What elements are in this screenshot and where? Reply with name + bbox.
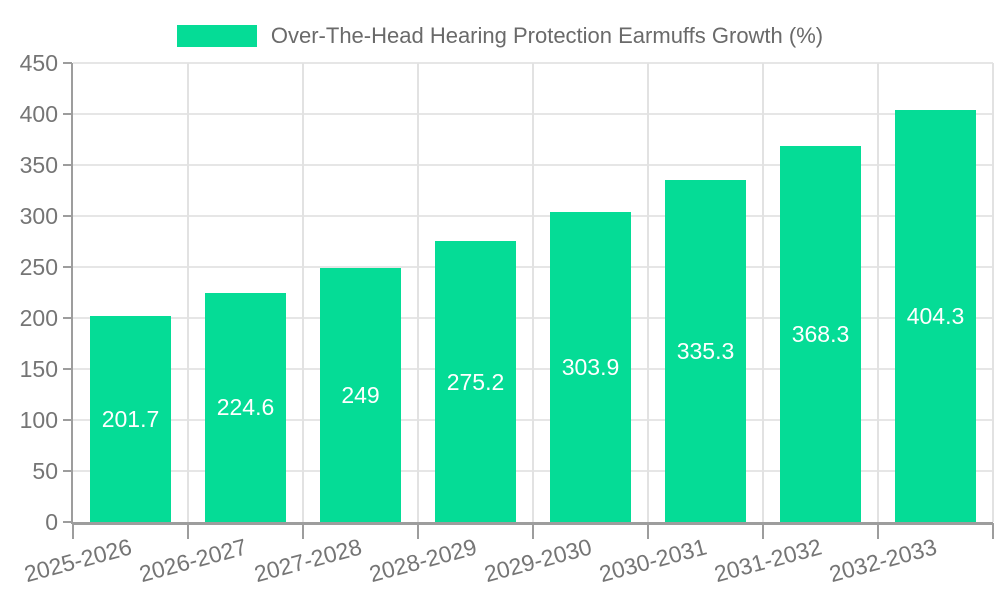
bar[interactable] (320, 268, 401, 522)
gridline-vertical (187, 63, 189, 522)
bar[interactable] (780, 146, 861, 522)
bar[interactable] (895, 109, 976, 522)
x-axis-label: 2031-2032 (710, 533, 824, 588)
y-axis-tick (63, 368, 72, 370)
y-axis-tick-label: 100 (19, 407, 58, 433)
x-axis-label: 2027-2028 (250, 533, 364, 588)
x-axis-tick (992, 523, 994, 539)
bar-value-label: 303.9 (561, 354, 620, 380)
x-axis-label: 2030-2031 (595, 533, 709, 588)
gridline-vertical (302, 63, 304, 522)
x-axis-label: 2025-2026 (20, 533, 134, 588)
y-axis-tick (63, 419, 72, 421)
y-axis-tick (63, 113, 72, 115)
bar-value-label: 335.3 (676, 337, 735, 364)
x-axis-tick (187, 523, 189, 539)
gridline-vertical (762, 63, 764, 522)
bar[interactable] (205, 292, 286, 522)
bar-value-label: 368.3 (791, 321, 850, 348)
legend-item[interactable]: Over-The-Head Hearing Protection Earmuff… (176, 23, 824, 49)
gridline-vertical (877, 63, 879, 522)
x-axis-tick (647, 523, 649, 539)
x-axis-label: 2026-2027 (135, 533, 249, 588)
y-axis-tick (63, 215, 72, 217)
gridline-vertical (417, 63, 419, 522)
y-axis-tick (63, 62, 72, 64)
x-axis-tick (417, 523, 419, 539)
x-axis-tick (72, 523, 74, 539)
gridline-vertical (532, 63, 534, 522)
bar-value-label: 249 (341, 382, 380, 408)
legend-swatch-icon (176, 25, 257, 47)
y-axis-tick-label: 350 (19, 152, 58, 178)
y-axis-tick-label: 150 (19, 356, 58, 382)
gridline-vertical (992, 63, 994, 522)
y-axis-tick-label: 300 (19, 203, 58, 229)
y-axis-tick (63, 521, 72, 523)
x-axis-tick (532, 523, 534, 539)
bar[interactable] (90, 316, 171, 522)
y-axis-tick (63, 266, 72, 268)
bar[interactable] (665, 179, 746, 522)
bar-value-label: 201.7 (101, 406, 160, 433)
bar-value-label: 404.3 (906, 302, 965, 329)
y-axis-tick-label: 50 (32, 458, 58, 484)
x-axis-label: 2028-2029 (365, 533, 479, 588)
bar-value-label: 224.6 (216, 394, 275, 421)
bar[interactable] (435, 241, 516, 522)
bar-value-label: 275.2 (446, 368, 505, 395)
y-axis-tick-label: 250 (19, 254, 58, 280)
x-axis-tick (302, 523, 304, 539)
y-axis-tick-label: 400 (19, 101, 58, 127)
y-axis-line (71, 63, 73, 524)
y-axis-tick (63, 470, 72, 472)
x-axis-label: 2032-2033 (825, 533, 939, 588)
legend: Over-The-Head Hearing Protection Earmuff… (0, 21, 1000, 51)
gridline-vertical (647, 63, 649, 522)
legend-label: Over-The-Head Hearing Protection Earmuff… (270, 23, 824, 48)
x-axis-label: 2029-2030 (480, 533, 594, 588)
y-axis-tick (63, 164, 72, 166)
y-axis-tick-label: 450 (19, 50, 58, 76)
x-axis-line (73, 522, 993, 525)
x-axis-tick (762, 523, 764, 539)
y-axis-tick (63, 317, 72, 319)
y-axis-tick-label: 200 (19, 305, 58, 331)
y-axis-tick-label: 0 (45, 509, 58, 535)
bar[interactable] (550, 212, 631, 522)
x-axis-tick (877, 523, 879, 539)
